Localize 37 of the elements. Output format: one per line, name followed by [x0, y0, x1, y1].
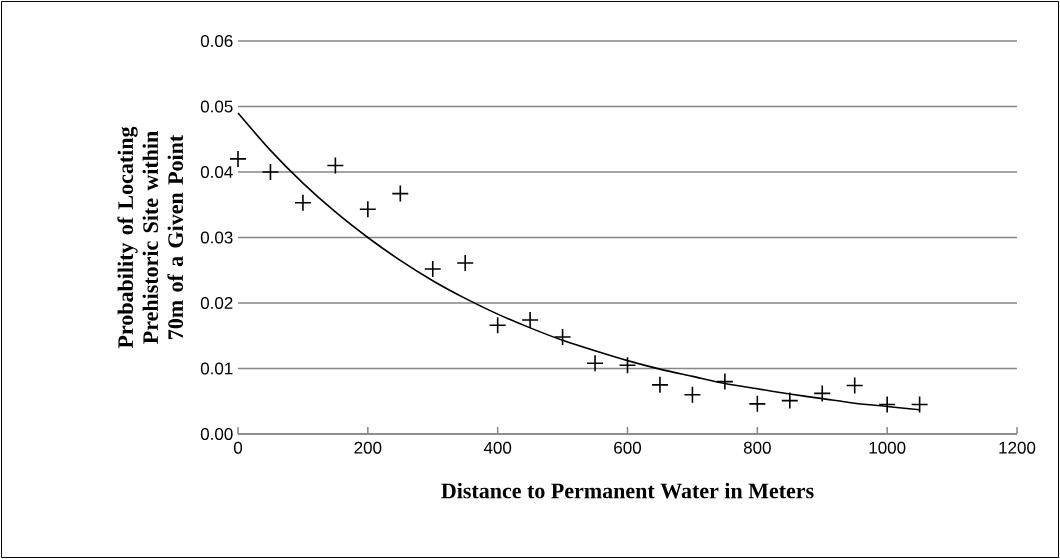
x-tick-label: 1000 [869, 441, 906, 454]
point [488, 316, 507, 335]
y-tick-label: 0.01 [200, 362, 233, 375]
point [683, 385, 702, 404]
point [359, 200, 377, 219]
x-tick-label: 200 [354, 441, 382, 454]
x-tick-label: 600 [614, 441, 642, 454]
y-axis-title: Probability of Locating Prehistoric Site within 70m of a Given Point [117, 126, 184, 349]
point [716, 372, 734, 391]
point [813, 384, 832, 403]
point [586, 354, 604, 373]
y-tick-label: 0.06 [200, 34, 233, 48]
x-tick-label: 400 [483, 441, 512, 454]
point [845, 376, 864, 395]
point [618, 356, 637, 375]
y-tick-label: 0.00 [200, 427, 233, 441]
point [326, 156, 345, 175]
point [878, 395, 896, 414]
point [261, 163, 280, 181]
point [294, 193, 312, 212]
point [423, 260, 442, 278]
y-tick-label: 0.04 [200, 165, 233, 179]
point [391, 184, 410, 203]
y-tick-label: 0.03 [200, 231, 233, 244]
point [521, 311, 539, 329]
point [456, 254, 475, 272]
y-tick-label: 0.05 [200, 100, 233, 113]
x-tick-label: 800 [743, 441, 771, 454]
y-tick-label: 0.02 [200, 296, 233, 310]
x-axis-title: Distance to Permanent Water in Meters [441, 482, 814, 499]
point [229, 150, 247, 168]
point [553, 328, 572, 346]
x-tick-label: 1200 [999, 441, 1036, 454]
point [781, 391, 799, 410]
x-tick-label: 0 [233, 441, 243, 454]
point [748, 395, 767, 413]
point [651, 376, 669, 394]
